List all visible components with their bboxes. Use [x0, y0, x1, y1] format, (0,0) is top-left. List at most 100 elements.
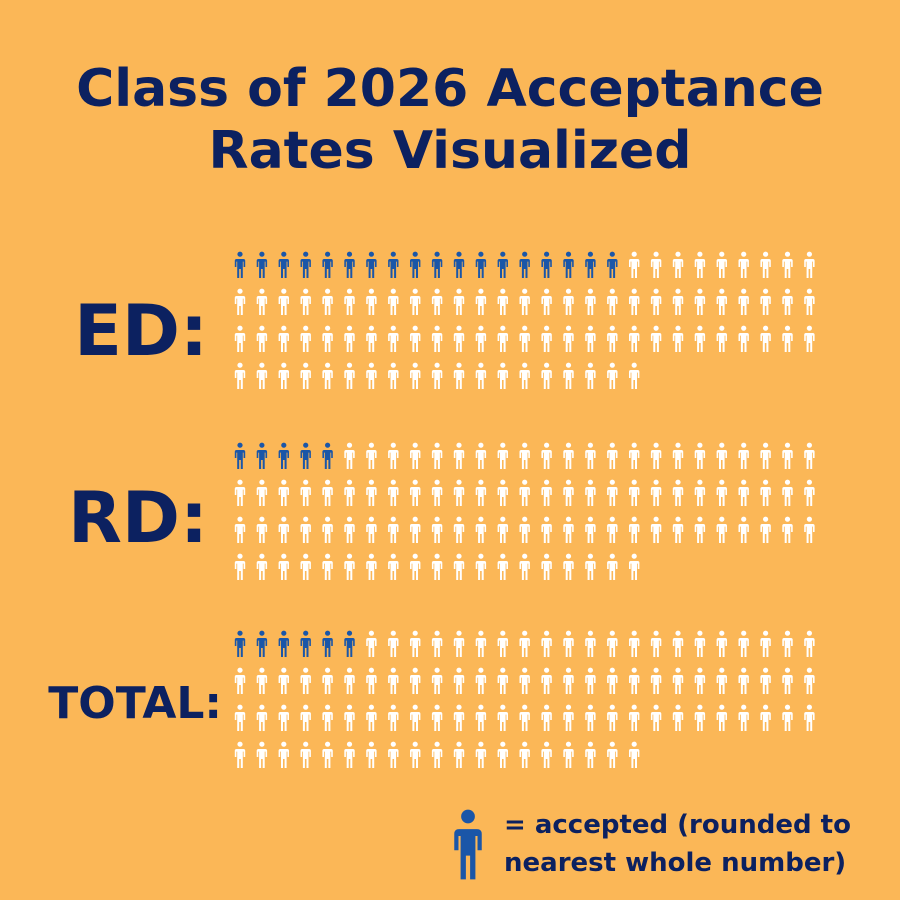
person-icon [760, 325, 771, 352]
person-icon [388, 362, 399, 389]
person-icon [431, 442, 443, 469]
person-icon [475, 479, 487, 506]
person-icon [388, 442, 399, 469]
person-icon [278, 741, 289, 768]
person-icon [431, 553, 443, 580]
person-icon [344, 667, 355, 694]
accepted-person-icon [278, 442, 289, 469]
person-icon [453, 362, 465, 389]
person-icon [694, 251, 706, 278]
person-icon [431, 288, 443, 315]
accepted-person-icon [563, 251, 574, 278]
person-icon [585, 704, 596, 731]
person-icon [366, 630, 377, 657]
person-icon [650, 667, 662, 694]
person-icon [322, 516, 333, 543]
person-icon [519, 667, 530, 694]
person-icon [760, 667, 771, 694]
person-icon [585, 325, 596, 352]
person-icon [278, 553, 289, 580]
person-icon [431, 516, 443, 543]
person-icon [497, 667, 508, 694]
person-icon [344, 553, 355, 580]
person-icon [760, 442, 771, 469]
person-icon [256, 288, 268, 315]
person-icon [366, 667, 377, 694]
person-icon [453, 325, 465, 352]
person-icon [300, 553, 311, 580]
person-icon [388, 479, 399, 506]
person-icon [234, 362, 246, 389]
person-icon [497, 704, 508, 731]
pictogram-ed [234, 251, 815, 389]
person-icon [738, 479, 749, 506]
person-icon [234, 704, 246, 731]
person-icon [256, 325, 268, 352]
person-icon [650, 288, 662, 315]
person-icon [541, 630, 552, 657]
person-icon [672, 630, 684, 657]
person-icon [344, 442, 355, 469]
person-icon [585, 479, 596, 506]
person-icon [563, 442, 574, 469]
person-icon [607, 553, 618, 580]
person-icon [497, 741, 508, 768]
person-icon [475, 325, 487, 352]
person-icon [607, 362, 618, 389]
person-icon [278, 704, 289, 731]
person-icon [519, 362, 530, 389]
person-icon [475, 630, 487, 657]
person-icon [322, 479, 333, 506]
row-label-total: TOTAL: [48, 678, 222, 729]
person-icon [300, 362, 311, 389]
person-icon [650, 479, 662, 506]
person-icon [541, 516, 552, 543]
person-icon [519, 553, 530, 580]
person-icon [475, 362, 487, 389]
person-icon [804, 442, 815, 469]
accepted-person-icon [256, 442, 268, 469]
person-icon [497, 362, 508, 389]
person-icon [782, 667, 793, 694]
person-icon [234, 741, 246, 768]
person-icon [650, 325, 662, 352]
person-icon [519, 516, 530, 543]
person-icon [782, 442, 793, 469]
person-icon [453, 516, 465, 543]
person-icon [629, 362, 640, 389]
accepted-person-icon [322, 630, 333, 657]
person-icon [738, 630, 749, 657]
accepted-person-icon [322, 251, 333, 278]
accepted-person-icon [278, 251, 289, 278]
person-icon [388, 288, 399, 315]
person-icon [519, 479, 530, 506]
person-icon [278, 362, 289, 389]
person-icon [585, 553, 596, 580]
pictogram-total [234, 630, 815, 768]
person-icon [541, 325, 552, 352]
person-icon [366, 288, 377, 315]
person-icon [344, 325, 355, 352]
row-label-rd: RD: [68, 477, 208, 559]
person-icon [760, 704, 771, 731]
person-icon [760, 630, 771, 657]
accepted-person-icon [344, 251, 355, 278]
row-label-ed: ED: [74, 290, 208, 372]
person-icon [672, 667, 684, 694]
pictogram-rd [234, 442, 815, 580]
person-icon [475, 516, 487, 543]
person-icon [541, 553, 552, 580]
person-icon [497, 442, 508, 469]
person-icon [716, 288, 727, 315]
person-icon [541, 741, 552, 768]
person-icon [650, 251, 662, 278]
person-icon [322, 667, 333, 694]
person-icon [300, 479, 311, 506]
person-icon [760, 288, 771, 315]
person-icon [804, 288, 815, 315]
person-icon [300, 288, 311, 315]
person-icon [585, 288, 596, 315]
person-icon [519, 325, 530, 352]
person-icon [431, 704, 443, 731]
person-icon [607, 516, 618, 543]
